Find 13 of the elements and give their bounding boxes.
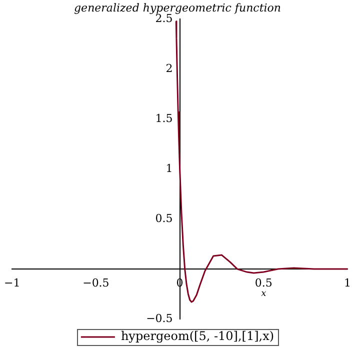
y-tick-label: 2	[166, 62, 173, 76]
y-tick-label: −0.5	[146, 312, 173, 325]
y-tick-label: 0.5	[155, 212, 173, 225]
y-tick-label: 2.5	[155, 12, 173, 26]
x-tick-label: −1	[4, 276, 20, 290]
x-axis-title: x	[261, 288, 266, 299]
x-tick-label: 0.5	[254, 276, 272, 290]
x-tick-label: 1	[344, 276, 351, 290]
y-tick-label: 1	[166, 162, 173, 175]
x-tick-label: −0.5	[82, 276, 110, 290]
y-tick-label: 1.5	[155, 112, 173, 125]
chart-title: generalized hypergeometric function	[74, 1, 281, 14]
legend-label: hypergeom([5, -10],[1],x)	[120, 329, 274, 344]
